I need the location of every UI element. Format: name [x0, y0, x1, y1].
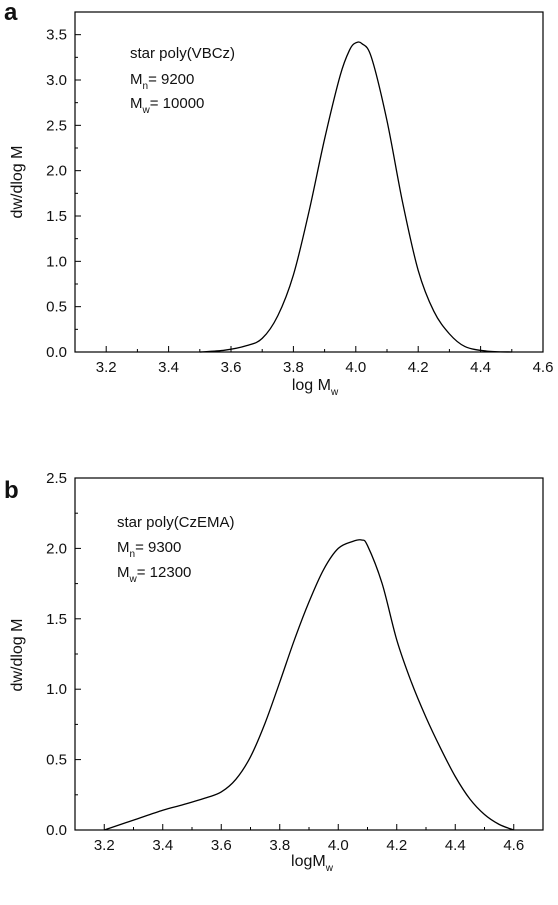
panel-b-distribution-curve — [104, 539, 514, 831]
panel-b-mw: Mw= 12300 — [117, 564, 191, 585]
panel-a-y-tick-label: 3.0 — [46, 72, 67, 89]
panel-b-x-tick-label: 3.4 — [152, 837, 173, 854]
panel-a-x-tick-label: 4.4 — [470, 359, 491, 376]
panel-a-y-tick-label: 2.5 — [46, 117, 67, 134]
panel-a-y-tick-label: 1.0 — [46, 253, 67, 270]
panel-b-x-tick-label: 3.6 — [211, 837, 232, 854]
panel-a-mn: Mn= 9200 — [130, 71, 194, 92]
panel-b-sample-name: star poly(CzEMA) — [117, 514, 235, 531]
panel-b-y-tick-label: 1.0 — [46, 681, 67, 698]
panel-a-x-tick-label: 3.8 — [283, 359, 304, 376]
panel-b-y-ticks: 0.0 0.5 1.0 1.5 2.0 2.5 — [46, 470, 81, 839]
panel-a-y-tick-label: 1.5 — [46, 208, 67, 225]
panel-b-mn: Mn= 9300 — [117, 539, 181, 560]
panel-b-x-tick-label: 4.6 — [503, 837, 524, 854]
panel-b: b 3.2 3.4 3.6 3.8 4.0 4.2 4.4 4.6 0.0 0.5 1.0 1.5 2… — [4, 470, 544, 874]
panel-a-sample-name: star poly(VBCz) — [130, 45, 235, 62]
panel-a-x-tick-label: 3.4 — [158, 359, 179, 376]
panel-a-x-tick-label: 3.6 — [221, 359, 242, 376]
panel-b-y-axis-title: dw/dlog M — [9, 619, 26, 692]
panel-a-y-tick-label: 3.5 — [46, 27, 67, 44]
panel-a-x-ticks: 3.2 3.4 3.6 3.8 4.0 4.2 4.4 4.6 — [96, 346, 554, 376]
panel-a-x-tick-label: 3.2 — [96, 359, 117, 376]
panel-a-x-tick-label: 4.0 — [345, 359, 366, 376]
panel-b-y-tick-label: 1.5 — [46, 611, 67, 628]
panel-b-y-tick-label: 2.5 — [46, 470, 67, 487]
panel-a-x-axis-title: log Mw — [292, 377, 339, 398]
panel-a-mw: Mw= 10000 — [130, 95, 204, 116]
panel-a-plot-frame — [74, 11, 544, 353]
panel-b-x-tick-label: 3.2 — [94, 837, 115, 854]
panel-a-y-tick-label: 0.5 — [46, 299, 67, 316]
panel-b-y-tick-label: 0.0 — [46, 822, 67, 839]
panel-a-y-axis-title: dw/dlog M — [9, 146, 26, 219]
panel-b-x-tick-label: 4.0 — [328, 837, 349, 854]
panel-a-distribution-curve — [199, 41, 512, 353]
panel-b-x-axis-title: logMw — [291, 853, 334, 874]
panel-a: a 3.2 3.4 3.6 3.8 4.0 4.2 4.4 4.6 0.0 0.5 1.0 1.5 2… — [4, 0, 553, 398]
panel-a-y-tick-label: 0.0 — [46, 344, 67, 361]
panel-a-y-tick-label: 2.0 — [46, 163, 67, 180]
panel-b-x-tick-label: 4.4 — [445, 837, 466, 854]
panel-b-y-tick-label: 2.0 — [46, 540, 67, 557]
panel-a-y-ticks: 0.0 0.5 1.0 1.5 2.0 2.5 3.0 3.5 — [46, 27, 81, 361]
panel-b-x-tick-label: 4.2 — [386, 837, 407, 854]
panel-b-letter: b — [4, 477, 19, 504]
panel-a-x-tick-label: 4.2 — [408, 359, 429, 376]
panel-b-x-tick-label: 3.8 — [269, 837, 290, 854]
panel-b-x-ticks: 3.2 3.4 3.6 3.8 4.0 4.2 4.4 4.6 — [94, 824, 524, 854]
panel-a-x-tick-label: 4.6 — [533, 359, 554, 376]
panel-a-letter: a — [4, 0, 18, 26]
panel-b-y-tick-label: 0.5 — [46, 752, 67, 769]
